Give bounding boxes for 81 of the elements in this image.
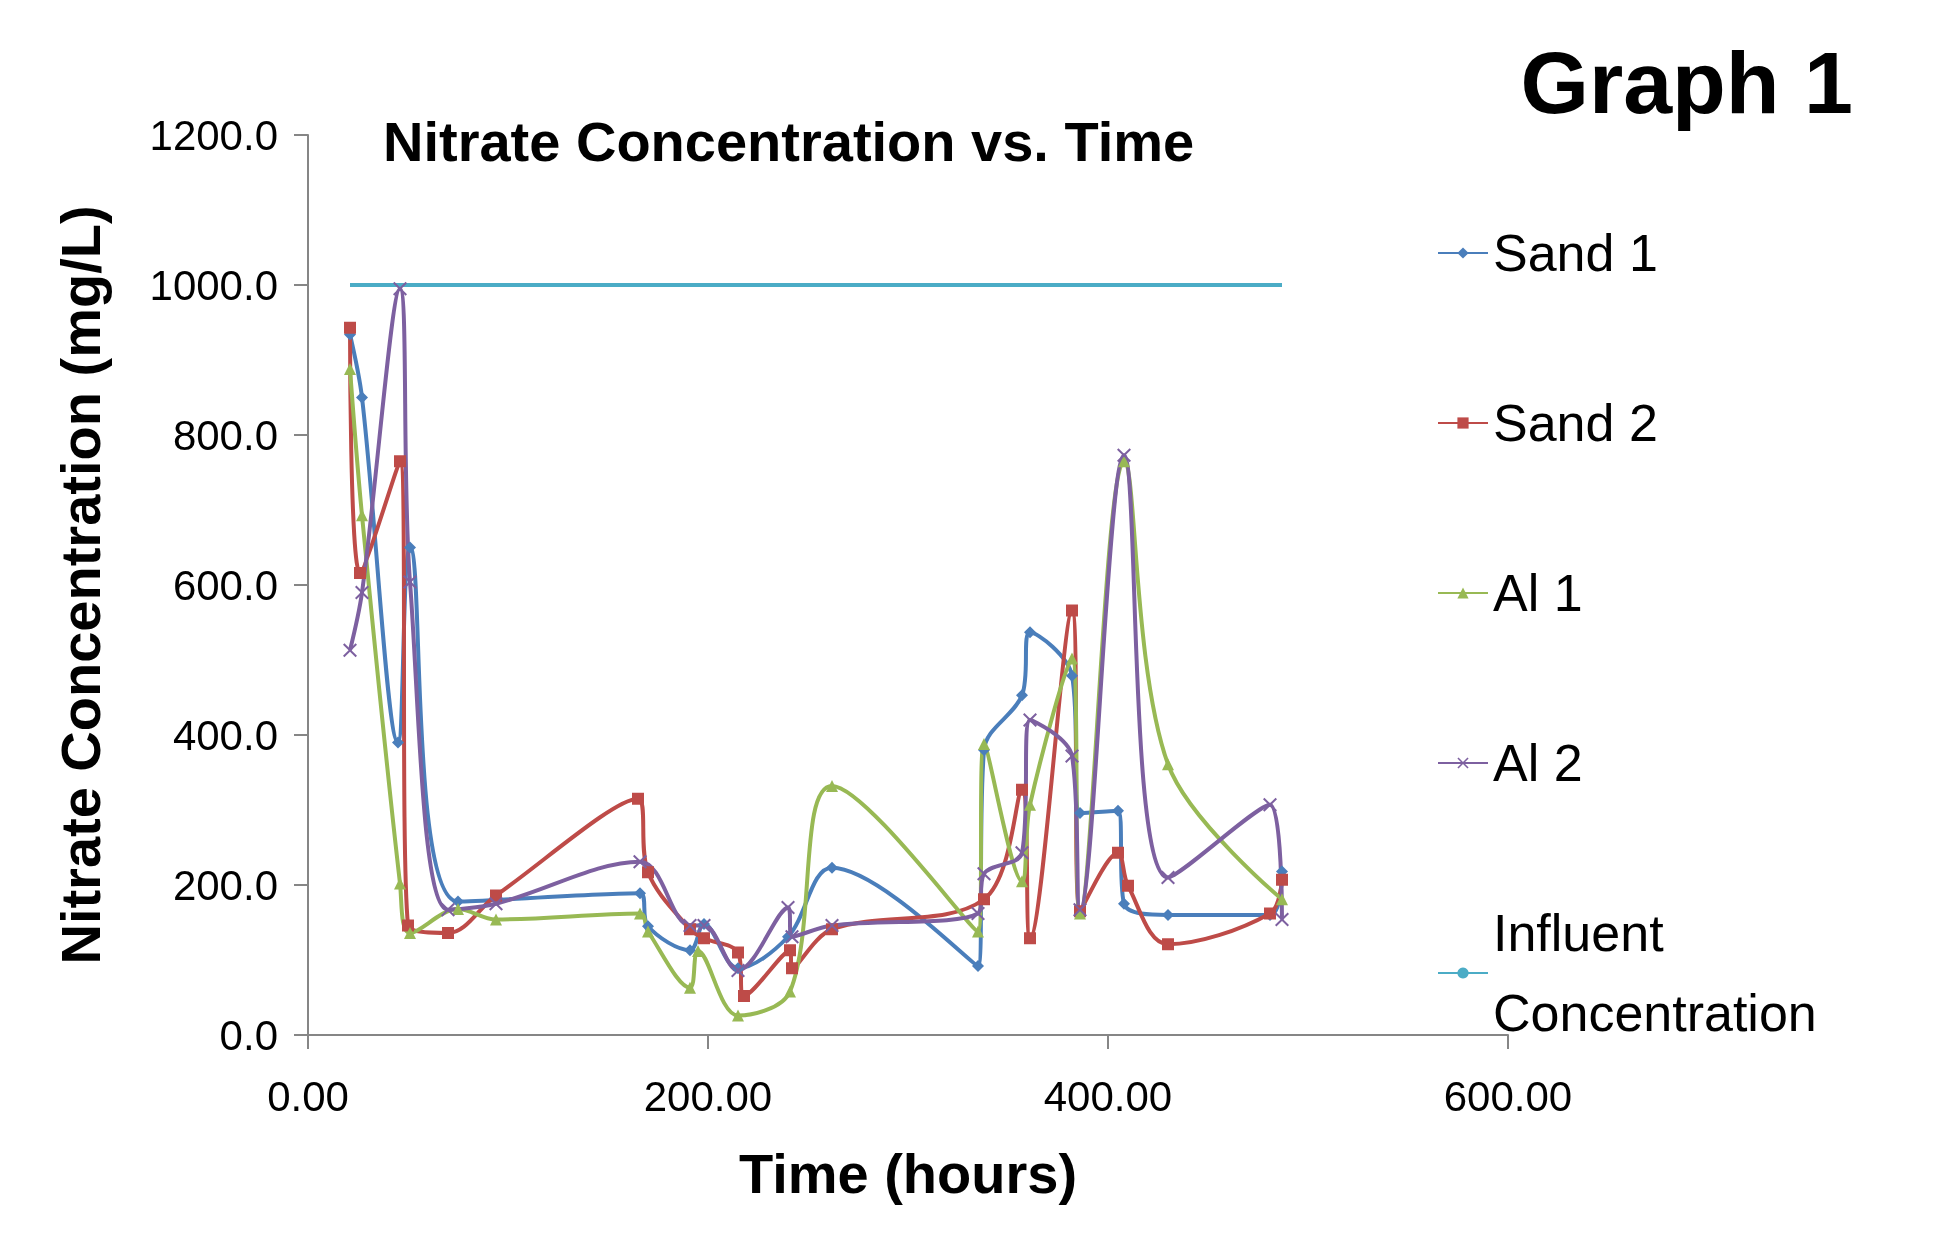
- point: [698, 932, 710, 945]
- y-tick-label: 400.0: [172, 711, 278, 759]
- point: [684, 944, 696, 957]
- point: [1276, 873, 1288, 886]
- point: [633, 854, 647, 869]
- y-tick-label: 800.0: [172, 411, 278, 459]
- y-tick-label: 0.0: [219, 1011, 278, 1059]
- legend-label: Sand 2: [1493, 394, 1658, 452]
- point: [1162, 938, 1174, 951]
- point: [1066, 604, 1078, 617]
- point: [344, 321, 356, 334]
- y-tick-label: 200.0: [172, 861, 278, 909]
- point: [972, 960, 984, 972]
- point: [684, 981, 696, 994]
- point: [1016, 875, 1028, 888]
- point: [1016, 783, 1028, 796]
- point: [356, 391, 368, 404]
- point: [1015, 845, 1029, 860]
- point: [394, 455, 406, 468]
- point: [452, 903, 464, 915]
- point: [632, 792, 644, 805]
- point: [738, 990, 750, 1002]
- point: [785, 929, 799, 944]
- point: [972, 925, 984, 938]
- point: [1122, 879, 1134, 892]
- point: [1276, 893, 1288, 906]
- y-axis-title: Nitrate Concentration (mg/L): [48, 205, 112, 965]
- x-tick-label: 0.00: [267, 1072, 349, 1120]
- legend-label: Sand 1: [1493, 224, 1658, 282]
- point: [977, 866, 991, 881]
- point: [826, 861, 838, 874]
- point: [392, 736, 404, 749]
- point: [1066, 652, 1078, 665]
- point: [404, 541, 416, 554]
- chart-title: Nitrate Concentration vs. Time: [383, 109, 1195, 173]
- point: [403, 575, 417, 589]
- point: [642, 925, 654, 938]
- point: [1112, 846, 1124, 859]
- point: [1162, 758, 1174, 771]
- legend-label: Al 1: [1493, 564, 1583, 622]
- point: [1016, 689, 1028, 702]
- point: [404, 927, 416, 939]
- point: [442, 927, 454, 939]
- point: [732, 1009, 744, 1022]
- legend-label: Influent Concentration: [1493, 904, 1817, 1042]
- point: [634, 887, 646, 900]
- point: [642, 866, 654, 879]
- point: [1023, 713, 1037, 727]
- point: [441, 902, 455, 917]
- y-tick-label: 600.0: [172, 561, 278, 609]
- point: [393, 281, 407, 296]
- x-axis-title: Time (hours): [738, 1141, 1078, 1205]
- point: [784, 985, 796, 998]
- point: [732, 946, 744, 959]
- point: [1074, 807, 1086, 819]
- point: [344, 363, 356, 375]
- point: [489, 896, 503, 911]
- point: [1024, 932, 1036, 945]
- point: [1065, 749, 1079, 763]
- point: [354, 567, 366, 579]
- point: [490, 913, 502, 926]
- y-tick-label: 1200.0: [149, 111, 278, 159]
- point: [1024, 626, 1036, 639]
- point: [786, 962, 798, 975]
- point: [1066, 669, 1078, 682]
- point: [1263, 797, 1277, 812]
- y-tick-label: 1000.0: [149, 261, 278, 309]
- legend-label: Al 2: [1493, 734, 1583, 792]
- point: [978, 738, 990, 750]
- point: [1112, 804, 1124, 817]
- x-tick-label: 600.00: [1443, 1072, 1573, 1120]
- x-tick-label: 400.00: [1043, 1072, 1173, 1120]
- point: [784, 944, 796, 957]
- x-tick-label: 200.00: [643, 1072, 773, 1120]
- point: [978, 893, 990, 906]
- point: [343, 643, 357, 658]
- point: [826, 780, 838, 792]
- point: [1024, 798, 1036, 811]
- point: [402, 919, 414, 932]
- point: [1117, 448, 1131, 463]
- caption: Graph 1: [1520, 32, 1854, 132]
